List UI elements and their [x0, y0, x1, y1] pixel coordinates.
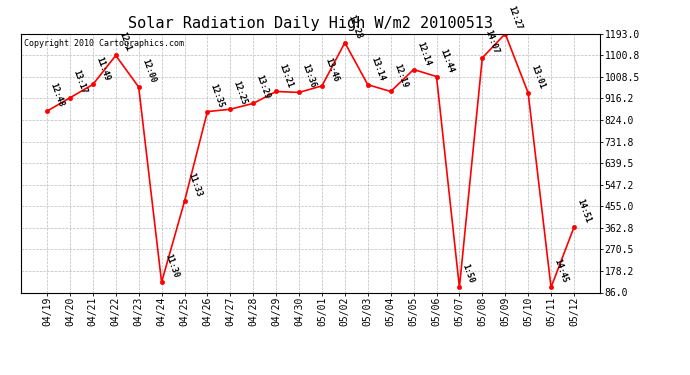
Text: 11:49: 11:49: [95, 55, 111, 82]
Text: 12:1: 12:1: [117, 31, 132, 53]
Text: 14:07: 14:07: [484, 28, 501, 55]
Text: 13:14: 13:14: [369, 56, 386, 82]
Text: 11:44: 11:44: [438, 47, 455, 74]
Text: 13:21: 13:21: [277, 62, 295, 89]
Text: 12:00: 12:00: [140, 58, 157, 84]
Text: 14:45: 14:45: [553, 258, 569, 285]
Text: 13:36: 13:36: [300, 63, 317, 90]
Text: 14:51: 14:51: [575, 198, 592, 225]
Text: 13:46: 13:46: [324, 57, 340, 83]
Text: 11:30: 11:30: [163, 253, 180, 279]
Text: 12:19: 12:19: [392, 62, 409, 89]
Text: 12:48: 12:48: [48, 82, 66, 108]
Text: 1:50: 1:50: [461, 263, 476, 285]
Text: 12:28: 12:28: [346, 13, 363, 40]
Title: Solar Radiation Daily High W/m2 20100513: Solar Radiation Daily High W/m2 20100513: [128, 16, 493, 31]
Text: 12:35: 12:35: [209, 82, 226, 109]
Text: Copyright 2010 Cartographics.com: Copyright 2010 Cartographics.com: [23, 39, 184, 48]
Text: 13:01: 13:01: [529, 63, 546, 90]
Text: 12:27: 12:27: [506, 4, 524, 31]
Text: 11:33: 11:33: [186, 172, 203, 199]
Text: 12:14: 12:14: [415, 40, 432, 67]
Text: 12:25: 12:25: [232, 80, 248, 106]
Text: 13:29: 13:29: [255, 74, 272, 100]
Text: 13:17: 13:17: [71, 69, 88, 95]
